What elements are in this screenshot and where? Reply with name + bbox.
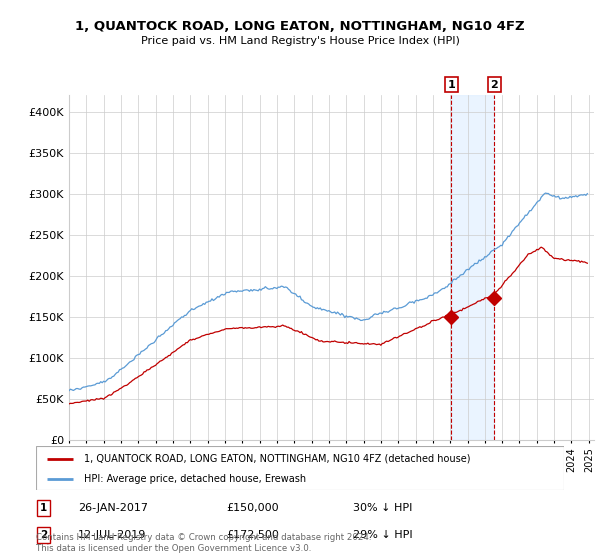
Text: £172,500: £172,500 bbox=[226, 530, 279, 540]
Text: 26-JAN-2017: 26-JAN-2017 bbox=[78, 503, 148, 513]
Bar bbox=[451, 95, 494, 440]
Text: 1, QUANTOCK ROAD, LONG EATON, NOTTINGHAM, NG10 4FZ (detached house): 1, QUANTOCK ROAD, LONG EATON, NOTTINGHAM… bbox=[83, 454, 470, 464]
Text: 12-JUL-2019: 12-JUL-2019 bbox=[78, 530, 146, 540]
Text: 1: 1 bbox=[448, 80, 455, 90]
FancyBboxPatch shape bbox=[36, 446, 564, 490]
Text: Contains HM Land Registry data © Crown copyright and database right 2024.
This d: Contains HM Land Registry data © Crown c… bbox=[36, 533, 371, 553]
Text: 1, QUANTOCK ROAD, LONG EATON, NOTTINGHAM, NG10 4FZ: 1, QUANTOCK ROAD, LONG EATON, NOTTINGHAM… bbox=[75, 20, 525, 32]
Text: 1: 1 bbox=[40, 503, 47, 513]
Text: 2: 2 bbox=[40, 530, 47, 540]
Text: £150,000: £150,000 bbox=[226, 503, 279, 513]
Text: HPI: Average price, detached house, Erewash: HPI: Average price, detached house, Erew… bbox=[83, 474, 305, 484]
Text: Price paid vs. HM Land Registry's House Price Index (HPI): Price paid vs. HM Land Registry's House … bbox=[140, 36, 460, 46]
Text: 30% ↓ HPI: 30% ↓ HPI bbox=[353, 503, 412, 513]
Text: 2: 2 bbox=[490, 80, 498, 90]
Text: 29% ↓ HPI: 29% ↓ HPI bbox=[353, 530, 412, 540]
